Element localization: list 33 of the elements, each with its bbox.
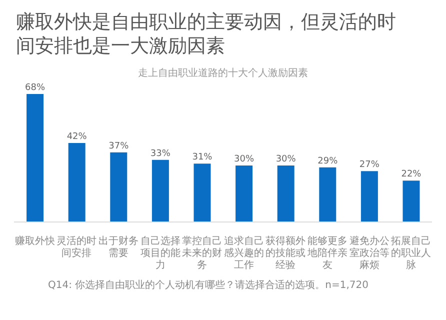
bar: [277, 166, 294, 222]
bar: [110, 152, 128, 222]
data-label: 27%: [359, 160, 380, 170]
bar: [236, 166, 253, 222]
text: Q14: 你选择自由职业的个人动机有哪些？请选择合适的选项。n=1,720: [47, 278, 370, 292]
data-label: 42%: [66, 132, 88, 142]
x-tick-label: 追求自己感兴趣的工作: [224, 235, 264, 271]
chart-subtitle: 走上自由职业道路的十大个人激励因素: [137, 66, 309, 80]
data-label: 33%: [150, 148, 171, 159]
data-label: 30%: [276, 154, 296, 165]
bar: [402, 180, 420, 222]
bar: [26, 94, 44, 222]
data-label: 68%: [25, 83, 46, 93]
bar: [194, 164, 211, 222]
x-tick-label: 避免办公室政治等麻烦: [349, 235, 390, 271]
x-tick-label: 赚取外快: [14, 235, 55, 247]
x-tick-label: 灵活的时间安排: [56, 235, 97, 259]
x-tick-label: 拓展自己的职业人脉: [390, 235, 432, 271]
x-tick-label: 出于财务需要: [98, 235, 138, 259]
x-tick-label: 获得额外的技能或经验: [266, 235, 306, 271]
data-label: 29%: [318, 156, 338, 166]
x-tick-label: 能够更多地陪伴亲友: [306, 235, 348, 271]
data-label: 37%: [108, 141, 130, 152]
data-label: 30%: [234, 154, 254, 165]
data-label: 22%: [401, 170, 422, 180]
x-tick-label: 掌控自己未来的财务: [182, 235, 222, 271]
bar: [152, 160, 169, 222]
chart-title: 赚取外快是自由职业的主要动因，但灵活的时间安排也是一大激励因素: [15, 10, 397, 58]
data-label: 31%: [192, 152, 213, 163]
bar: [319, 167, 336, 222]
bar: [68, 142, 86, 222]
bar: [360, 171, 378, 222]
x-tick-label: 自己选择项目的能力: [140, 235, 180, 271]
